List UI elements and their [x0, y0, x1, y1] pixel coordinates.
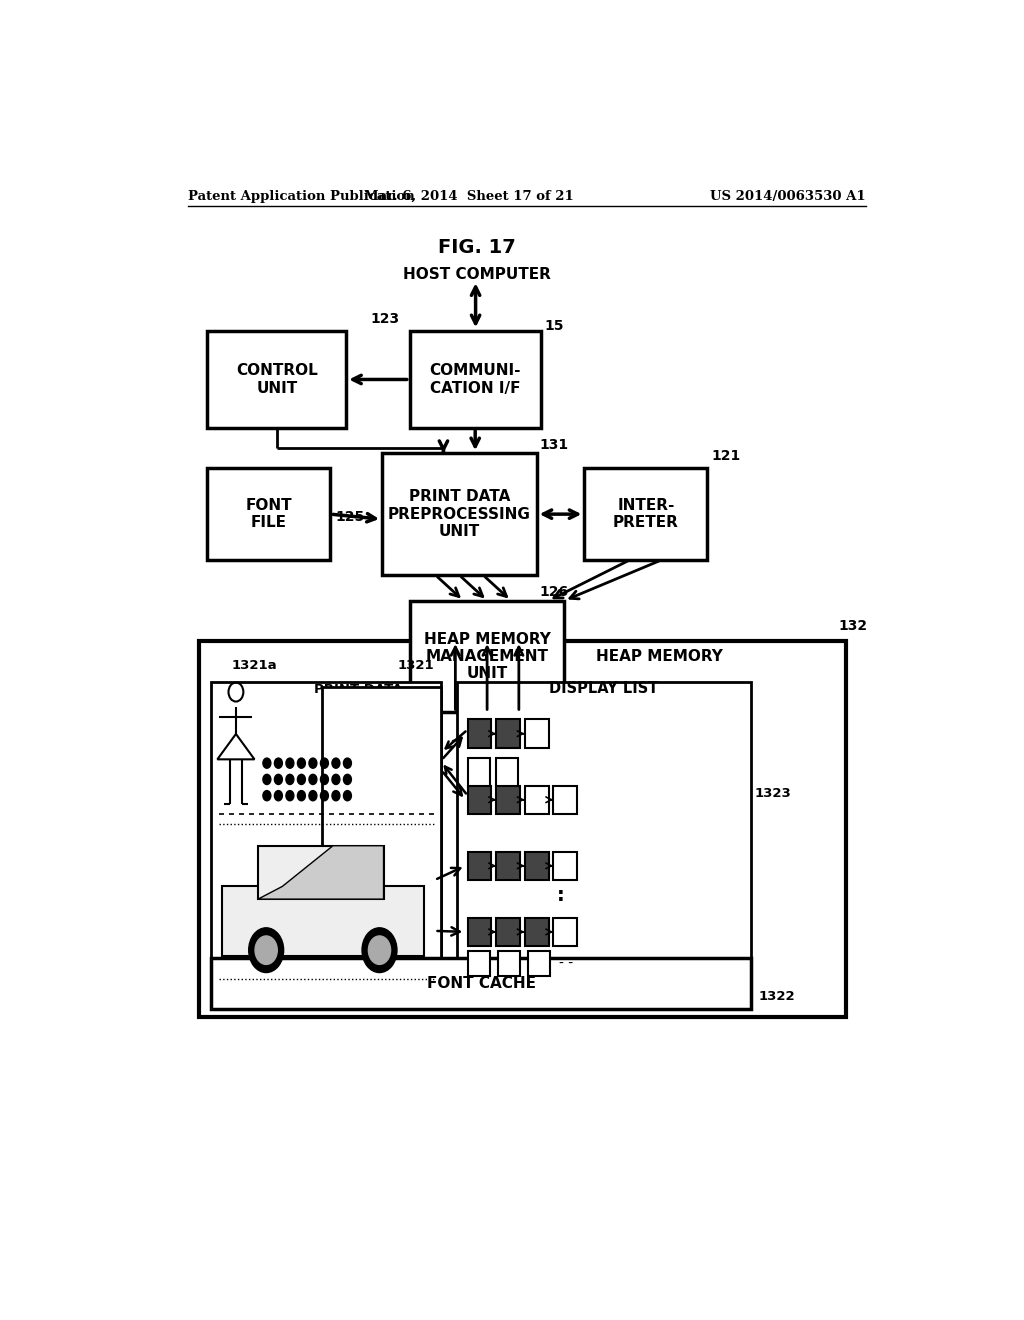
Text: CONTROL
UNIT: CONTROL UNIT — [236, 363, 317, 396]
Circle shape — [362, 928, 397, 973]
Text: - -: - - — [559, 957, 573, 970]
Bar — [468, 952, 489, 975]
Circle shape — [321, 758, 329, 768]
Bar — [382, 453, 537, 576]
Bar — [524, 851, 549, 880]
Circle shape — [249, 928, 284, 973]
Circle shape — [274, 775, 283, 784]
Text: 1323: 1323 — [755, 787, 792, 800]
Text: 1321a: 1321a — [231, 659, 276, 672]
Circle shape — [369, 936, 390, 965]
Circle shape — [343, 758, 351, 768]
Bar — [524, 719, 549, 748]
Circle shape — [321, 775, 329, 784]
Text: FONT CACHE: FONT CACHE — [427, 977, 536, 991]
Bar — [322, 686, 441, 972]
Bar — [524, 917, 549, 946]
Bar — [497, 785, 520, 814]
Text: DISPLAY LIST: DISPLAY LIST — [550, 681, 658, 696]
Text: HEAP MEMORY: HEAP MEMORY — [596, 649, 723, 664]
Bar — [207, 469, 331, 560]
Circle shape — [263, 758, 270, 768]
Circle shape — [255, 936, 278, 965]
Text: FIG. 17: FIG. 17 — [438, 239, 516, 257]
Bar — [498, 952, 520, 975]
Text: COMMUNI-
CATION I/F: COMMUNI- CATION I/F — [429, 363, 521, 396]
Circle shape — [343, 775, 351, 784]
Bar — [468, 719, 492, 748]
Circle shape — [286, 775, 294, 784]
Circle shape — [343, 791, 351, 801]
Text: PRINT DATA: PRINT DATA — [314, 682, 402, 696]
Text: Patent Application Publication: Patent Application Publication — [187, 190, 415, 202]
Circle shape — [274, 758, 283, 768]
Bar — [458, 682, 751, 977]
Text: Mar. 6, 2014  Sheet 17 of 21: Mar. 6, 2014 Sheet 17 of 21 — [365, 190, 574, 202]
Text: HEAP MEMORY
MANAGEMENT
UNIT: HEAP MEMORY MANAGEMENT UNIT — [424, 631, 551, 681]
Text: 123: 123 — [370, 312, 399, 326]
Bar — [528, 952, 550, 975]
Bar — [200, 642, 846, 1018]
Bar — [258, 846, 384, 899]
Circle shape — [309, 758, 316, 768]
Bar — [468, 851, 492, 880]
Polygon shape — [217, 734, 255, 759]
Bar — [553, 785, 578, 814]
Bar — [497, 851, 520, 880]
Bar — [221, 887, 424, 956]
Circle shape — [309, 791, 316, 801]
Text: 15: 15 — [545, 319, 564, 333]
Circle shape — [332, 791, 340, 801]
Bar — [410, 601, 564, 713]
Bar — [207, 331, 346, 428]
Text: INTER-
PRETER: INTER- PRETER — [613, 498, 679, 531]
Bar — [497, 917, 520, 946]
Text: 132: 132 — [839, 619, 867, 634]
Text: :: : — [557, 886, 564, 904]
Text: 131: 131 — [539, 438, 568, 451]
Bar — [468, 917, 492, 946]
Polygon shape — [258, 846, 384, 899]
Text: 1322: 1322 — [759, 990, 796, 1003]
Bar — [410, 331, 541, 428]
Text: 126: 126 — [539, 585, 568, 599]
Bar — [497, 719, 520, 748]
Circle shape — [274, 791, 283, 801]
Circle shape — [332, 758, 340, 768]
Bar — [211, 958, 751, 1008]
Circle shape — [286, 758, 294, 768]
Bar — [497, 758, 518, 787]
Text: FONT
FILE: FONT FILE — [246, 498, 292, 531]
Bar — [553, 917, 578, 946]
Circle shape — [309, 775, 316, 784]
Circle shape — [297, 758, 305, 768]
Text: 1321: 1321 — [397, 659, 434, 672]
Circle shape — [297, 791, 305, 801]
Circle shape — [297, 775, 305, 784]
Bar — [211, 682, 441, 977]
Circle shape — [286, 791, 294, 801]
Bar — [468, 758, 489, 787]
Bar — [585, 469, 708, 560]
Bar — [468, 785, 492, 814]
Circle shape — [332, 775, 340, 784]
Text: 125: 125 — [335, 511, 365, 524]
Bar — [553, 851, 578, 880]
Text: PRINT DATA
PREPROCESSING
UNIT: PRINT DATA PREPROCESSING UNIT — [388, 490, 530, 539]
Circle shape — [263, 791, 270, 801]
Text: US 2014/0063530 A1: US 2014/0063530 A1 — [711, 190, 866, 202]
Circle shape — [263, 775, 270, 784]
Circle shape — [321, 791, 329, 801]
Bar — [524, 785, 549, 814]
Text: 121: 121 — [712, 449, 740, 463]
Text: HOST COMPUTER: HOST COMPUTER — [403, 267, 551, 281]
